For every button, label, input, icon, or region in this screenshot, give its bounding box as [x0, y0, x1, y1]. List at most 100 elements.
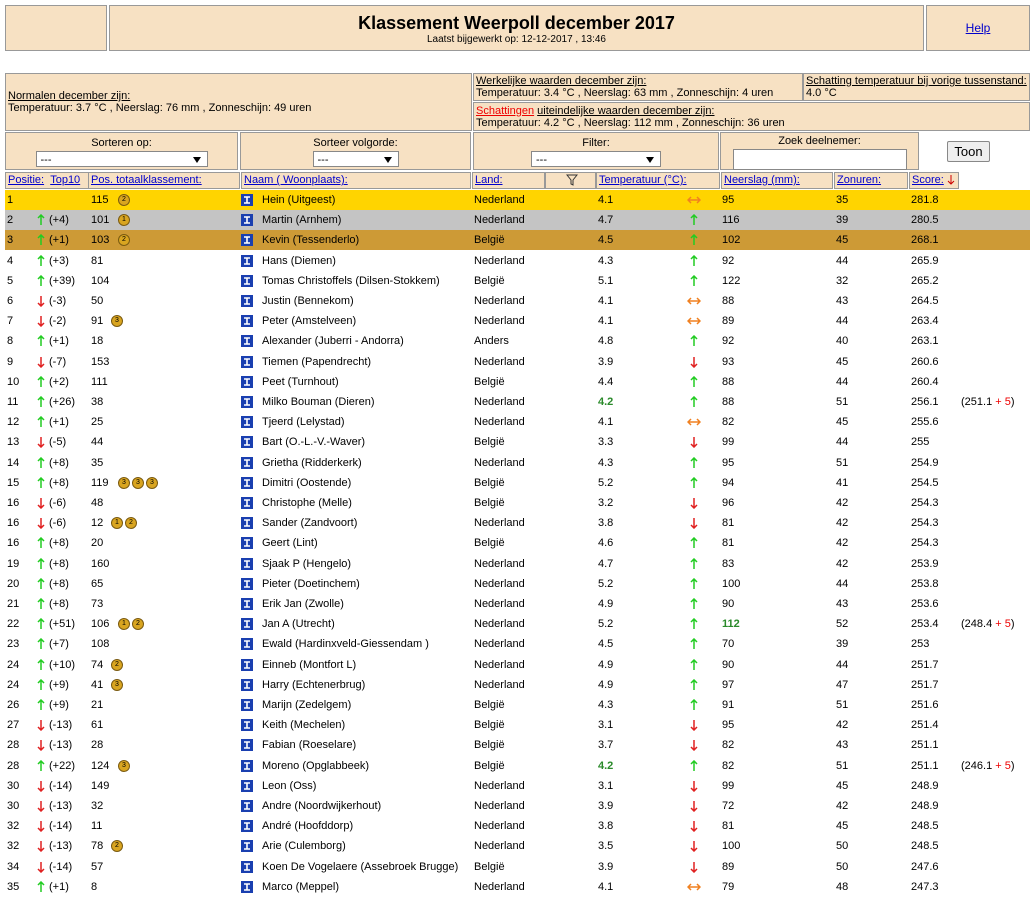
temperature: 4.4: [598, 375, 614, 388]
filter-icon[interactable]: [545, 172, 596, 189]
position: 8: [7, 335, 14, 348]
rain: 102: [722, 234, 741, 247]
score: 248.5: [911, 820, 939, 833]
country-flag: [241, 392, 253, 412]
temp-trend: [689, 756, 699, 776]
trend-arrow: [36, 352, 46, 372]
temperature: 4.2: [598, 396, 614, 408]
land-header[interactable]: Land:: [475, 174, 503, 186]
country-flag: [241, 594, 253, 614]
temp-trend: [689, 594, 699, 614]
trend-arrow: [36, 776, 46, 796]
temp-trend: [689, 614, 699, 634]
name: Keith (Mechelen): [262, 719, 346, 732]
temperature: 3.1: [598, 719, 614, 732]
temperature: 4.8: [598, 335, 614, 348]
position-change: (+51): [49, 618, 75, 631]
search-input[interactable]: [732, 149, 907, 170]
total-position: 104: [91, 274, 110, 287]
sun: 44: [836, 577, 849, 590]
position-header[interactable]: Positie:: [8, 174, 45, 186]
ranking-row: 19 (+8) 160 Sjaak P (Hengelo) Nederland 4.7 83…: [5, 554, 1030, 574]
search-box: Zoek deelnemer:: [720, 132, 919, 170]
sun: 43: [836, 598, 849, 610]
total-position: 103: [91, 234, 110, 247]
position-change: (+9): [49, 678, 69, 691]
ranking-row: 14 (+8) 35 Grietha (Ridderkerk) Nederland 4.3…: [5, 453, 1030, 473]
name: Kevin (Tessenderlo): [262, 234, 360, 247]
medal: 1: [118, 618, 130, 631]
position: 34: [7, 860, 20, 873]
bonus-plus: + 5: [995, 618, 1011, 631]
help-link[interactable]: Help: [965, 21, 991, 35]
trend-arrow: [36, 473, 46, 493]
trend-arrow: [36, 331, 46, 351]
name-header[interactable]: Naam ( Woonplaats):: [244, 174, 348, 186]
score: 254.3: [911, 537, 939, 550]
trend-arrow: [36, 372, 46, 392]
position: 12: [7, 416, 20, 429]
trend-arrow: [36, 634, 46, 654]
trend-arrow: [36, 715, 46, 735]
score: 254.5: [911, 476, 939, 489]
country-flag: [241, 634, 253, 654]
position-change: (+8): [49, 476, 69, 489]
position: 6: [7, 295, 14, 307]
land: België: [474, 234, 505, 247]
medals: 2: [116, 190, 130, 210]
score: 260.4: [911, 375, 939, 388]
header-temp: Temperatuur (°C):: [596, 172, 720, 189]
total-position: 101: [91, 214, 110, 227]
top10-header[interactable]: Top10: [50, 174, 81, 186]
rain: 116: [722, 214, 740, 227]
rain-header[interactable]: Neerslag (mm):: [724, 174, 800, 186]
name: Leon (Oss): [262, 779, 317, 792]
country-flag: [241, 877, 253, 897]
name: Moreno (Opglabbeek): [262, 759, 370, 772]
temp-trend: [689, 513, 699, 533]
trend-arrow: [36, 493, 46, 513]
sort-select[interactable]: ---: [35, 151, 208, 167]
temperature: 4.1: [598, 315, 614, 328]
land: Nederland: [474, 416, 525, 429]
rain: 72: [722, 800, 735, 812]
position-change: (+1): [49, 234, 69, 247]
temperature: 4.9: [598, 678, 614, 691]
medals: 3: [109, 311, 123, 331]
land: Nederland: [474, 557, 525, 570]
temp-trend: [689, 473, 699, 493]
land: Nederland: [474, 840, 525, 853]
temp-header[interactable]: Temperatuur (°C):: [599, 174, 687, 186]
land: België: [474, 497, 505, 509]
rain: 83: [722, 557, 735, 570]
sun: 39: [836, 214, 849, 227]
normals-box: Normalen december zijn: Temperatuur: 3.7…: [5, 73, 472, 131]
score: 281.8: [911, 194, 939, 206]
estimates-link[interactable]: Schattingen: [476, 105, 535, 117]
temperature: 4.7: [598, 214, 614, 227]
land: België: [474, 274, 505, 287]
bonus-close: ): [1010, 759, 1015, 772]
trend-arrow: [36, 291, 46, 311]
bonus: (251.1 + 5): [961, 392, 1015, 412]
sun: 42: [836, 800, 849, 812]
temperature: 4.5: [598, 638, 614, 651]
filter-select[interactable]: ---: [531, 151, 661, 167]
position-change: (+3): [49, 254, 69, 267]
temp-trend: [689, 857, 699, 877]
country-flag: [241, 251, 253, 271]
show-button[interactable]: Toon: [947, 141, 990, 162]
name: Tomas Christoffels (Dilsen-Stokkem): [262, 274, 440, 287]
sun: 41: [836, 476, 849, 489]
previous-box: Schatting temperatuur bij vorige tussens…: [803, 73, 1030, 101]
ranking-row: 2 (+4) 101 1 Martin (Arnhem) Nederland 4.7 116 3…: [5, 210, 1030, 231]
land: Nederland: [474, 800, 525, 812]
sun-header[interactable]: Zonuren:: [837, 174, 882, 186]
score-header[interactable]: Score:: [912, 174, 944, 186]
bonus: (246.1 + 5): [961, 756, 1015, 776]
temp-trend: [689, 493, 699, 513]
position: 28: [7, 759, 20, 772]
total-header[interactable]: Pos. totaalklassement:: [91, 174, 202, 186]
order-select[interactable]: ---: [312, 151, 399, 167]
sun: 42: [836, 557, 849, 570]
